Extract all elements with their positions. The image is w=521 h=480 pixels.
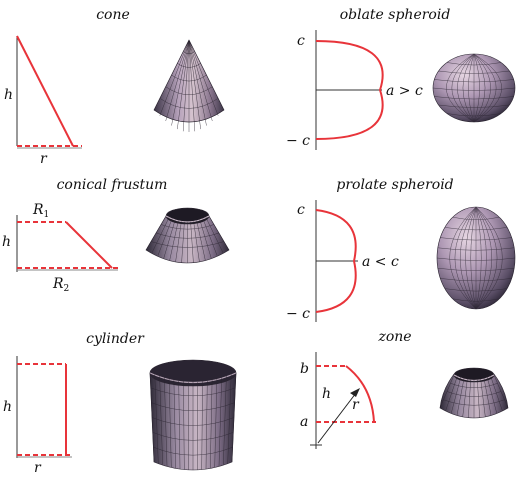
prolate-title: prolate spheroid [336,177,453,193]
frustum-R1-label: R1 [32,202,49,220]
oblate-c-top-label: c [297,33,305,49]
zone-title: zone [377,329,411,345]
zone-h-label: h [322,386,331,402]
oblate-surface [432,53,516,123]
cone-panel: cone h r [4,7,225,167]
zone-panel: zone b a h r [300,329,509,449]
frustum-h-label: h [2,234,11,250]
oblate-relation-label: a > c [386,83,423,99]
frustum-panel: conical frustum h R1 R2 [2,177,230,294]
cone-profile-line [16,35,74,147]
zone-b-label: b [300,361,309,377]
oblate-profile-curve [315,40,384,140]
zone-r-label: r [352,397,360,413]
cylinder-h-label: h [3,399,12,415]
zone-radius-arrowhead [350,388,360,397]
zone-arc [345,365,375,423]
oblate-c-bottom-label: − c [286,133,310,149]
cone-h-label: h [4,87,13,103]
cylinder-r-label: r [34,460,42,476]
prolate-relation-label: a < c [362,254,399,270]
prolate-panel: prolate spheroid c − c a < c [286,177,516,322]
prolate-profile-curve [315,209,357,313]
prolate-c-top-label: c [297,202,305,218]
cylinder-title: cylinder [86,331,145,347]
prolate-surface [436,206,516,310]
frustum-slant-line [65,221,113,269]
frustum-R2-label: R2 [52,276,69,294]
zone-a-label: a [300,414,308,430]
zone-radius-line [317,392,357,444]
zone-surface [439,367,509,419]
cone-r-label: r [40,151,48,167]
cylinder-panel: cylinder h r [3,331,237,476]
oblate-title: oblate spheroid [340,7,451,23]
oblate-panel: oblate spheroid c − c a > c [286,7,516,150]
cylinder-surface [149,359,237,471]
prolate-c-bottom-label: − c [286,306,310,322]
cone-surface [153,39,225,132]
frustum-surface [145,207,230,264]
frustum-title: conical frustum [57,177,168,193]
cone-title: cone [96,7,130,23]
